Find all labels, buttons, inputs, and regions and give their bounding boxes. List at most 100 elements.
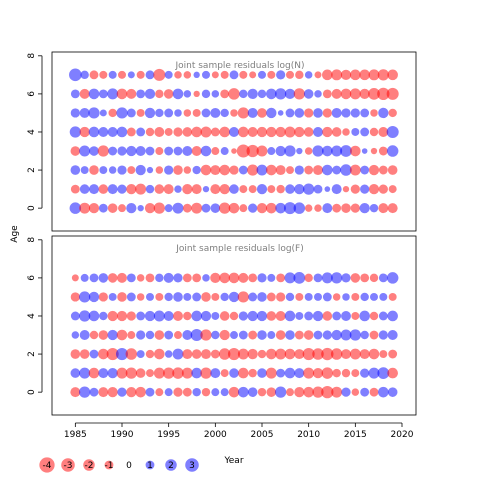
residual-point-n-age0-2014 xyxy=(341,203,351,213)
residual-point-f-age2-2009 xyxy=(294,349,305,360)
residual-point-n-age4-1997 xyxy=(182,127,193,137)
residual-point-n-age3-2003 xyxy=(236,144,250,158)
x-axis-label: Year xyxy=(223,456,243,466)
residual-point-n-age5-2003 xyxy=(237,107,249,119)
residual-point-n-age5-2000 xyxy=(210,107,221,118)
residual-point-n-age3-1992 xyxy=(135,146,146,157)
residual-point-n-age4-2019 xyxy=(386,125,399,139)
residual-point-f-age4-2017 xyxy=(369,311,379,321)
x-tick-label: 2020 xyxy=(391,430,414,440)
residual-point-n-age7-2004 xyxy=(249,71,257,79)
residual-point-n-age1-1988 xyxy=(98,184,109,194)
residual-point-f-age1-2001 xyxy=(220,369,229,378)
residual-point-f-age4-1994 xyxy=(153,310,165,322)
residual-point-f-age4-2000 xyxy=(211,311,220,320)
residual-point-n-age5-2019 xyxy=(388,108,397,118)
residual-point-f-age4-1998 xyxy=(191,310,202,322)
residual-point-f-age4-2001 xyxy=(219,311,230,321)
residual-point-f-age5-1993 xyxy=(146,292,154,301)
residual-point-f-age0-2011 xyxy=(312,386,324,398)
x-tick-label: 1985 xyxy=(64,430,87,440)
residual-point-f-age4-2010 xyxy=(304,311,314,321)
residual-point-f-age3-2019 xyxy=(387,330,398,340)
residual-point-f-age6-2008 xyxy=(284,272,296,284)
residual-point-n-age5-2009 xyxy=(294,108,305,118)
legend-label--4: -4 xyxy=(43,461,52,471)
residual-point-n-age2-1999 xyxy=(200,164,212,176)
residual-point-n-age2-2007 xyxy=(275,165,286,176)
residual-point-n-age6-1993 xyxy=(144,88,156,100)
residual-point-f-age4-2015 xyxy=(351,311,360,320)
y-tick-label: 0 xyxy=(27,205,37,211)
residual-point-n-age4-2013 xyxy=(331,127,342,137)
residual-point-f-age2-1998 xyxy=(191,349,202,359)
residual-point-n-age4-1999 xyxy=(200,126,212,138)
residual-point-n-age5-2001 xyxy=(220,108,229,118)
residual-point-n-age0-2011 xyxy=(314,204,322,212)
residual-point-n-age4-2008 xyxy=(284,126,296,138)
residual-point-n-age7-2012 xyxy=(322,69,333,81)
panel-log-f-points xyxy=(70,272,399,399)
residual-point-f-age1-1986 xyxy=(79,367,91,379)
residual-point-f-age5-2013 xyxy=(332,293,341,301)
residual-point-n-age6-2013 xyxy=(331,88,342,99)
residual-point-f-age2-2001 xyxy=(218,348,231,360)
residual-point-f-age2-2013 xyxy=(330,348,343,360)
residual-point-f-age5-2014 xyxy=(342,293,350,301)
residual-point-n-age2-1994 xyxy=(155,166,164,174)
residual-point-f-age5-2009 xyxy=(295,292,304,301)
residual-point-f-age5-2006 xyxy=(266,292,276,302)
residual-point-n-age2-1991 xyxy=(127,166,136,175)
residual-point-n-age5-1986 xyxy=(79,107,90,118)
residual-point-n-age7-2006 xyxy=(267,70,276,79)
residual-point-n-age7-1999 xyxy=(202,70,210,79)
residual-point-n-age0-2006 xyxy=(266,202,277,214)
residual-point-f-age3-1992 xyxy=(136,330,146,340)
residual-point-n-age1-2016 xyxy=(360,184,370,194)
residual-point-f-age1-1997 xyxy=(181,367,193,379)
residual-point-n-age3-1990 xyxy=(117,146,127,156)
residual-point-n-age2-1998 xyxy=(192,165,201,175)
residual-point-n-age1-2004 xyxy=(248,185,257,194)
residual-point-n-age3-2006 xyxy=(267,147,276,156)
residual-point-n-age4-1985 xyxy=(69,126,81,138)
residual-point-f-age0-2015 xyxy=(351,388,360,396)
residual-point-f-age6-1985 xyxy=(71,274,79,282)
residual-point-n-age1-2019 xyxy=(388,185,397,194)
residual-point-n-age5-1991 xyxy=(126,108,136,118)
residual-point-f-age0-1996 xyxy=(173,387,183,397)
residual-point-n-age2-1995 xyxy=(164,165,174,175)
residual-point-n-age7-2015 xyxy=(350,69,361,81)
residual-point-f-age4-2014 xyxy=(341,311,351,321)
residual-point-f-age3-1995 xyxy=(164,330,174,340)
residual-point-n-age1-2006 xyxy=(267,185,276,194)
residual-point-n-age0-1985 xyxy=(69,202,82,214)
residual-point-n-age3-2004 xyxy=(246,144,259,158)
residual-point-f-age1-1991 xyxy=(125,367,137,379)
residual-point-n-age1-2007 xyxy=(276,184,285,194)
residual-point-n-age6-2015 xyxy=(349,88,361,100)
residual-point-n-age0-1999 xyxy=(201,203,211,213)
residual-point-f-age6-2012 xyxy=(321,272,333,284)
residual-point-f-age6-2016 xyxy=(360,273,370,283)
legend-marker--3 xyxy=(61,458,75,472)
residual-point-n-age2-2002 xyxy=(229,165,239,175)
residual-point-n-age4-1986 xyxy=(79,126,90,138)
residual-point-n-age7-2017 xyxy=(368,69,380,81)
residual-point-f-age2-1985 xyxy=(70,349,81,359)
residual-point-n-age7-2008 xyxy=(286,70,294,79)
residual-point-n-age2-1997 xyxy=(183,166,192,174)
residual-point-n-age5-1994 xyxy=(155,108,164,118)
residual-point-f-age0-1991 xyxy=(126,387,137,398)
residual-point-n-age3-2005 xyxy=(256,145,268,157)
residual-point-f-age6-1998 xyxy=(192,273,202,283)
residual-point-n-age6-1996 xyxy=(172,88,184,100)
residual-point-f-age6-2004 xyxy=(248,273,258,283)
residual-point-n-age1-1998 xyxy=(191,184,202,195)
residual-point-n-age5-1987 xyxy=(88,107,100,119)
residual-point-f-age5-2015 xyxy=(351,292,360,301)
residual-point-f-age6-1992 xyxy=(136,274,145,282)
residual-point-f-age0-1986 xyxy=(79,386,91,398)
residual-point-f-age3-2011 xyxy=(313,330,323,340)
panel-log-n-y-axis: 0 2 4 6 8 xyxy=(27,53,43,211)
